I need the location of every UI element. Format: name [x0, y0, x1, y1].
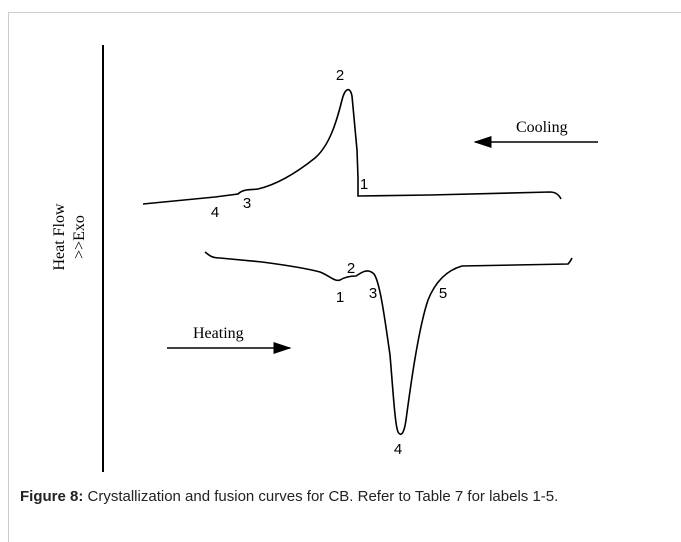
point-label: 5	[439, 285, 447, 302]
point-label: 4	[211, 204, 219, 221]
cooling-curve	[142, 88, 562, 205]
point-label: 3	[369, 285, 377, 302]
caption-text: Crystallization and fusion curves for CB…	[83, 488, 559, 505]
point-label: 3	[243, 195, 251, 212]
heating-curve	[204, 251, 573, 436]
y-axis-label: Heat Flow	[51, 203, 68, 271]
arrow-label: Heating	[193, 325, 244, 342]
point-label: 1	[360, 176, 368, 193]
figure-frame	[8, 12, 681, 542]
point-label: 2	[336, 67, 344, 84]
arrow-label: Cooling	[516, 119, 568, 136]
caption: Figure 8: Crystallization and fusion cur…	[20, 487, 665, 507]
y-axis-label: >>Exo	[71, 215, 88, 259]
point-label: 2	[347, 260, 355, 277]
caption-label: Figure 8:	[20, 488, 84, 505]
point-label: 1	[336, 289, 344, 306]
point-label: 4	[394, 441, 402, 458]
